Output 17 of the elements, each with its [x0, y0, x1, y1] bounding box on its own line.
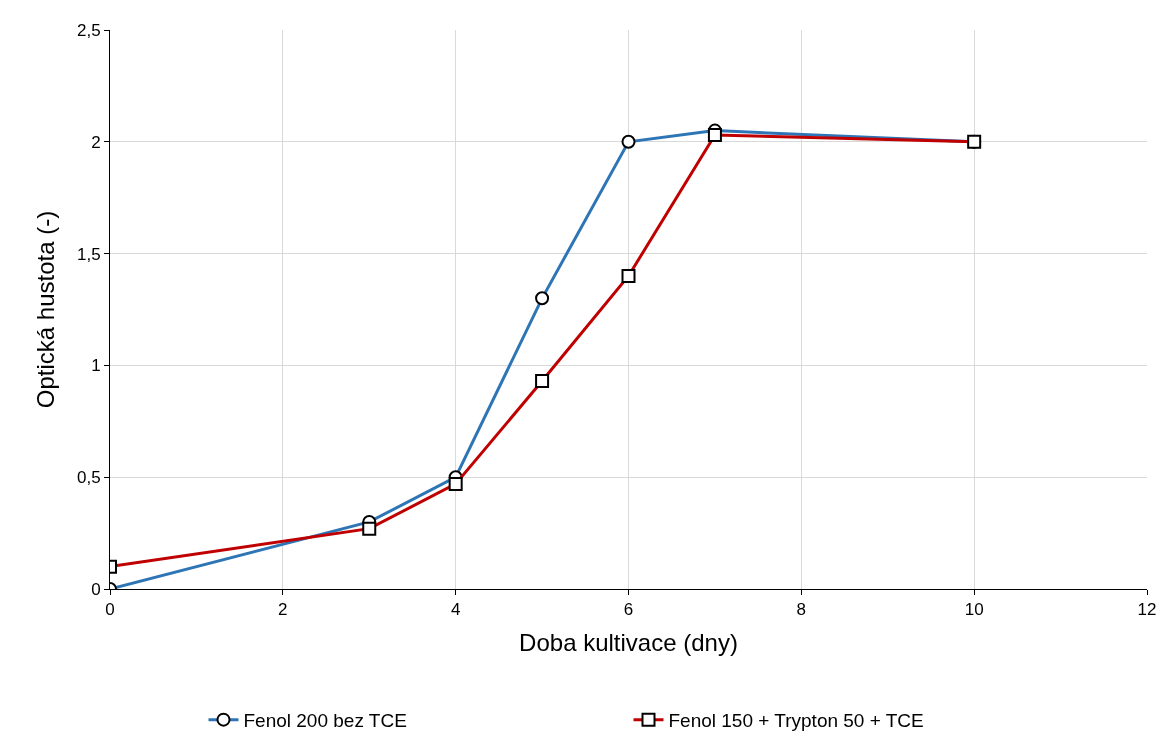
x-tick-label: 2 [278, 600, 288, 620]
y-tick-label: 2,5 [76, 20, 101, 40]
y-tick-label: 0 [91, 579, 101, 599]
x-tick-label: 6 [623, 600, 634, 620]
y-tick-label: 0,5 [76, 468, 101, 488]
x-tick-label: 8 [796, 600, 807, 620]
x-tick-label: 0 [105, 600, 115, 620]
x-tick-label: 4 [450, 600, 461, 620]
y-tick-label: 1 [91, 356, 101, 376]
legend-label: Fenol 150 + Trypton 50 + TCE [668, 710, 924, 732]
x-axis-title: Doba kultivace (dny) [519, 628, 738, 656]
x-tick-label: 10 [964, 600, 984, 620]
y-tick-label: 2 [91, 132, 101, 152]
x-tick-label: 12 [1137, 600, 1157, 620]
y-axis-title: Optická hustota (-) [32, 210, 60, 409]
y-tick-label: 1,5 [76, 244, 101, 264]
legend-label: Fenol 200 bez TCE [243, 710, 407, 732]
